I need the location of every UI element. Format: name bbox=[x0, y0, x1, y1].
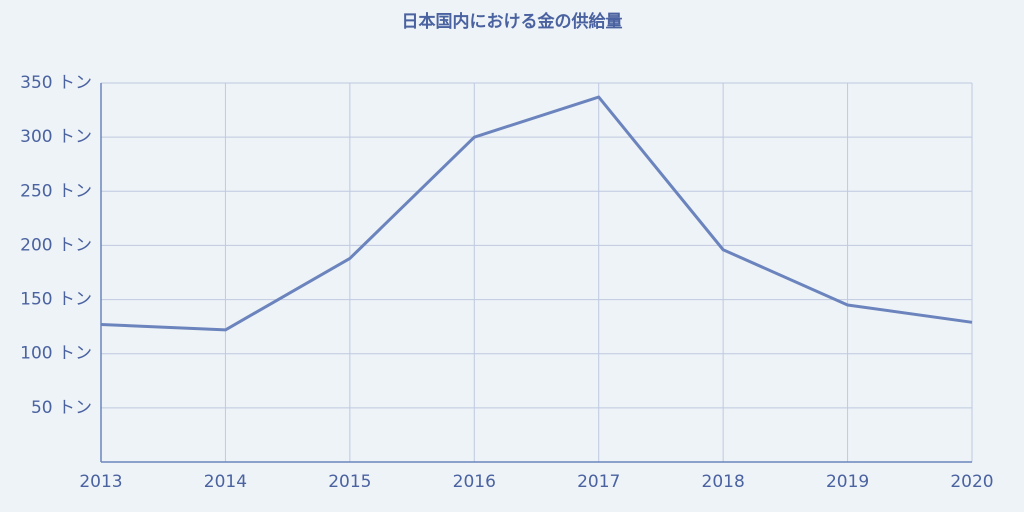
y-tick-label: 150 トン bbox=[20, 290, 92, 310]
x-tick-label: 2019 bbox=[826, 472, 869, 492]
data-line bbox=[100, 95, 973, 332]
x-tick-label: 2014 bbox=[204, 472, 247, 492]
x-tick-label: 2020 bbox=[950, 472, 993, 492]
y-tick-label: 200 トン bbox=[20, 235, 92, 255]
y-tick-label: 300 トン bbox=[20, 127, 92, 147]
x-tick-label: 2013 bbox=[79, 472, 122, 492]
x-tick-label: 2015 bbox=[328, 472, 371, 492]
y-tick-label: 100 トン bbox=[20, 344, 92, 364]
x-tick-label: 2016 bbox=[453, 472, 496, 492]
y-tick-label: 50 トン bbox=[31, 398, 92, 418]
y-tick-label: 250 トン bbox=[20, 181, 92, 201]
x-tick-label: 2018 bbox=[702, 472, 745, 492]
y-tick-label: 350 トン bbox=[20, 73, 92, 93]
x-tick-label: 2017 bbox=[577, 472, 620, 492]
chart-title: 日本国内における金の供給量 bbox=[402, 11, 623, 32]
